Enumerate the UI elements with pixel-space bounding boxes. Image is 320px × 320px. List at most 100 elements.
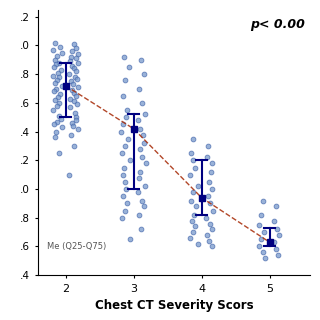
Point: [69, 63, 74, 68]
Point: [137, 86, 142, 91]
Point: [189, 151, 194, 156]
Point: [142, 204, 147, 209]
Point: [273, 204, 278, 209]
Point: [53, 98, 58, 103]
Point: [125, 136, 131, 141]
Point: [119, 151, 124, 156]
Point: [123, 77, 128, 83]
Point: [195, 184, 200, 189]
Point: [276, 252, 281, 258]
Point: [210, 161, 215, 166]
Point: [138, 126, 143, 131]
Point: [55, 103, 60, 108]
Point: [209, 169, 214, 174]
Point: [75, 102, 80, 107]
Point: [204, 232, 210, 237]
Point: [262, 255, 268, 260]
Point: [52, 64, 57, 69]
Point: [53, 61, 59, 67]
Point: [68, 132, 74, 137]
Point: [67, 172, 72, 177]
Point: [68, 96, 73, 101]
Point: [74, 46, 79, 51]
Point: [256, 244, 261, 249]
Point: [272, 218, 277, 223]
Point: [257, 222, 262, 228]
Point: [142, 140, 147, 146]
Point: [139, 227, 144, 232]
Point: [120, 172, 125, 177]
Point: [70, 123, 76, 128]
Point: [126, 64, 132, 69]
Point: [67, 72, 72, 77]
Point: [119, 215, 124, 220]
Point: [72, 99, 77, 104]
Point: [258, 212, 263, 218]
Point: [209, 187, 214, 192]
Point: [188, 198, 193, 203]
Point: [58, 92, 63, 97]
Point: [206, 179, 212, 184]
Point: [71, 42, 76, 47]
Point: [140, 132, 146, 137]
Point: [189, 218, 195, 223]
Point: [120, 93, 125, 98]
Point: [75, 52, 80, 57]
Point: [209, 244, 214, 249]
Point: [208, 201, 213, 206]
Point: [53, 129, 59, 134]
Point: [70, 87, 75, 92]
Point: [271, 240, 276, 245]
Point: [260, 198, 265, 203]
Point: [140, 100, 145, 106]
Point: [142, 72, 147, 77]
Point: [74, 93, 79, 98]
Point: [203, 215, 208, 220]
Point: [52, 89, 57, 94]
Point: [57, 75, 62, 80]
Point: [206, 143, 211, 148]
Point: [259, 237, 264, 242]
Point: [191, 136, 196, 141]
Point: [73, 56, 78, 61]
Point: [56, 70, 61, 75]
Point: [73, 75, 78, 80]
Point: [51, 108, 56, 113]
Point: [71, 143, 76, 148]
Point: [60, 125, 65, 130]
Point: [75, 84, 80, 90]
Point: [58, 67, 63, 72]
Text: Me (Q25-Q75): Me (Q25-Q75): [47, 242, 106, 251]
Point: [52, 57, 57, 62]
Point: [188, 235, 193, 240]
Point: [51, 73, 56, 78]
Point: [54, 77, 59, 83]
Point: [122, 54, 127, 60]
Point: [74, 117, 79, 123]
X-axis label: Chest CT Severity Scors: Chest CT Severity Scors: [95, 299, 254, 312]
Point: [59, 83, 64, 88]
Point: [137, 146, 142, 151]
Point: [275, 227, 280, 232]
Point: [54, 119, 59, 124]
Point: [68, 79, 74, 84]
Point: [73, 115, 78, 120]
Text: p< 0.00: p< 0.00: [250, 18, 305, 31]
Point: [124, 115, 129, 120]
Point: [56, 95, 61, 100]
Point: [70, 82, 76, 87]
Point: [60, 50, 65, 55]
Point: [72, 66, 77, 71]
Point: [58, 44, 63, 50]
Point: [124, 187, 129, 192]
Point: [71, 90, 76, 95]
Point: [136, 189, 141, 195]
Point: [67, 59, 72, 64]
Point: [261, 250, 266, 255]
Point: [73, 110, 78, 116]
Point: [128, 237, 133, 242]
Point: [53, 86, 59, 91]
Point: [75, 76, 80, 81]
Point: [204, 155, 210, 160]
Point: [125, 108, 130, 113]
